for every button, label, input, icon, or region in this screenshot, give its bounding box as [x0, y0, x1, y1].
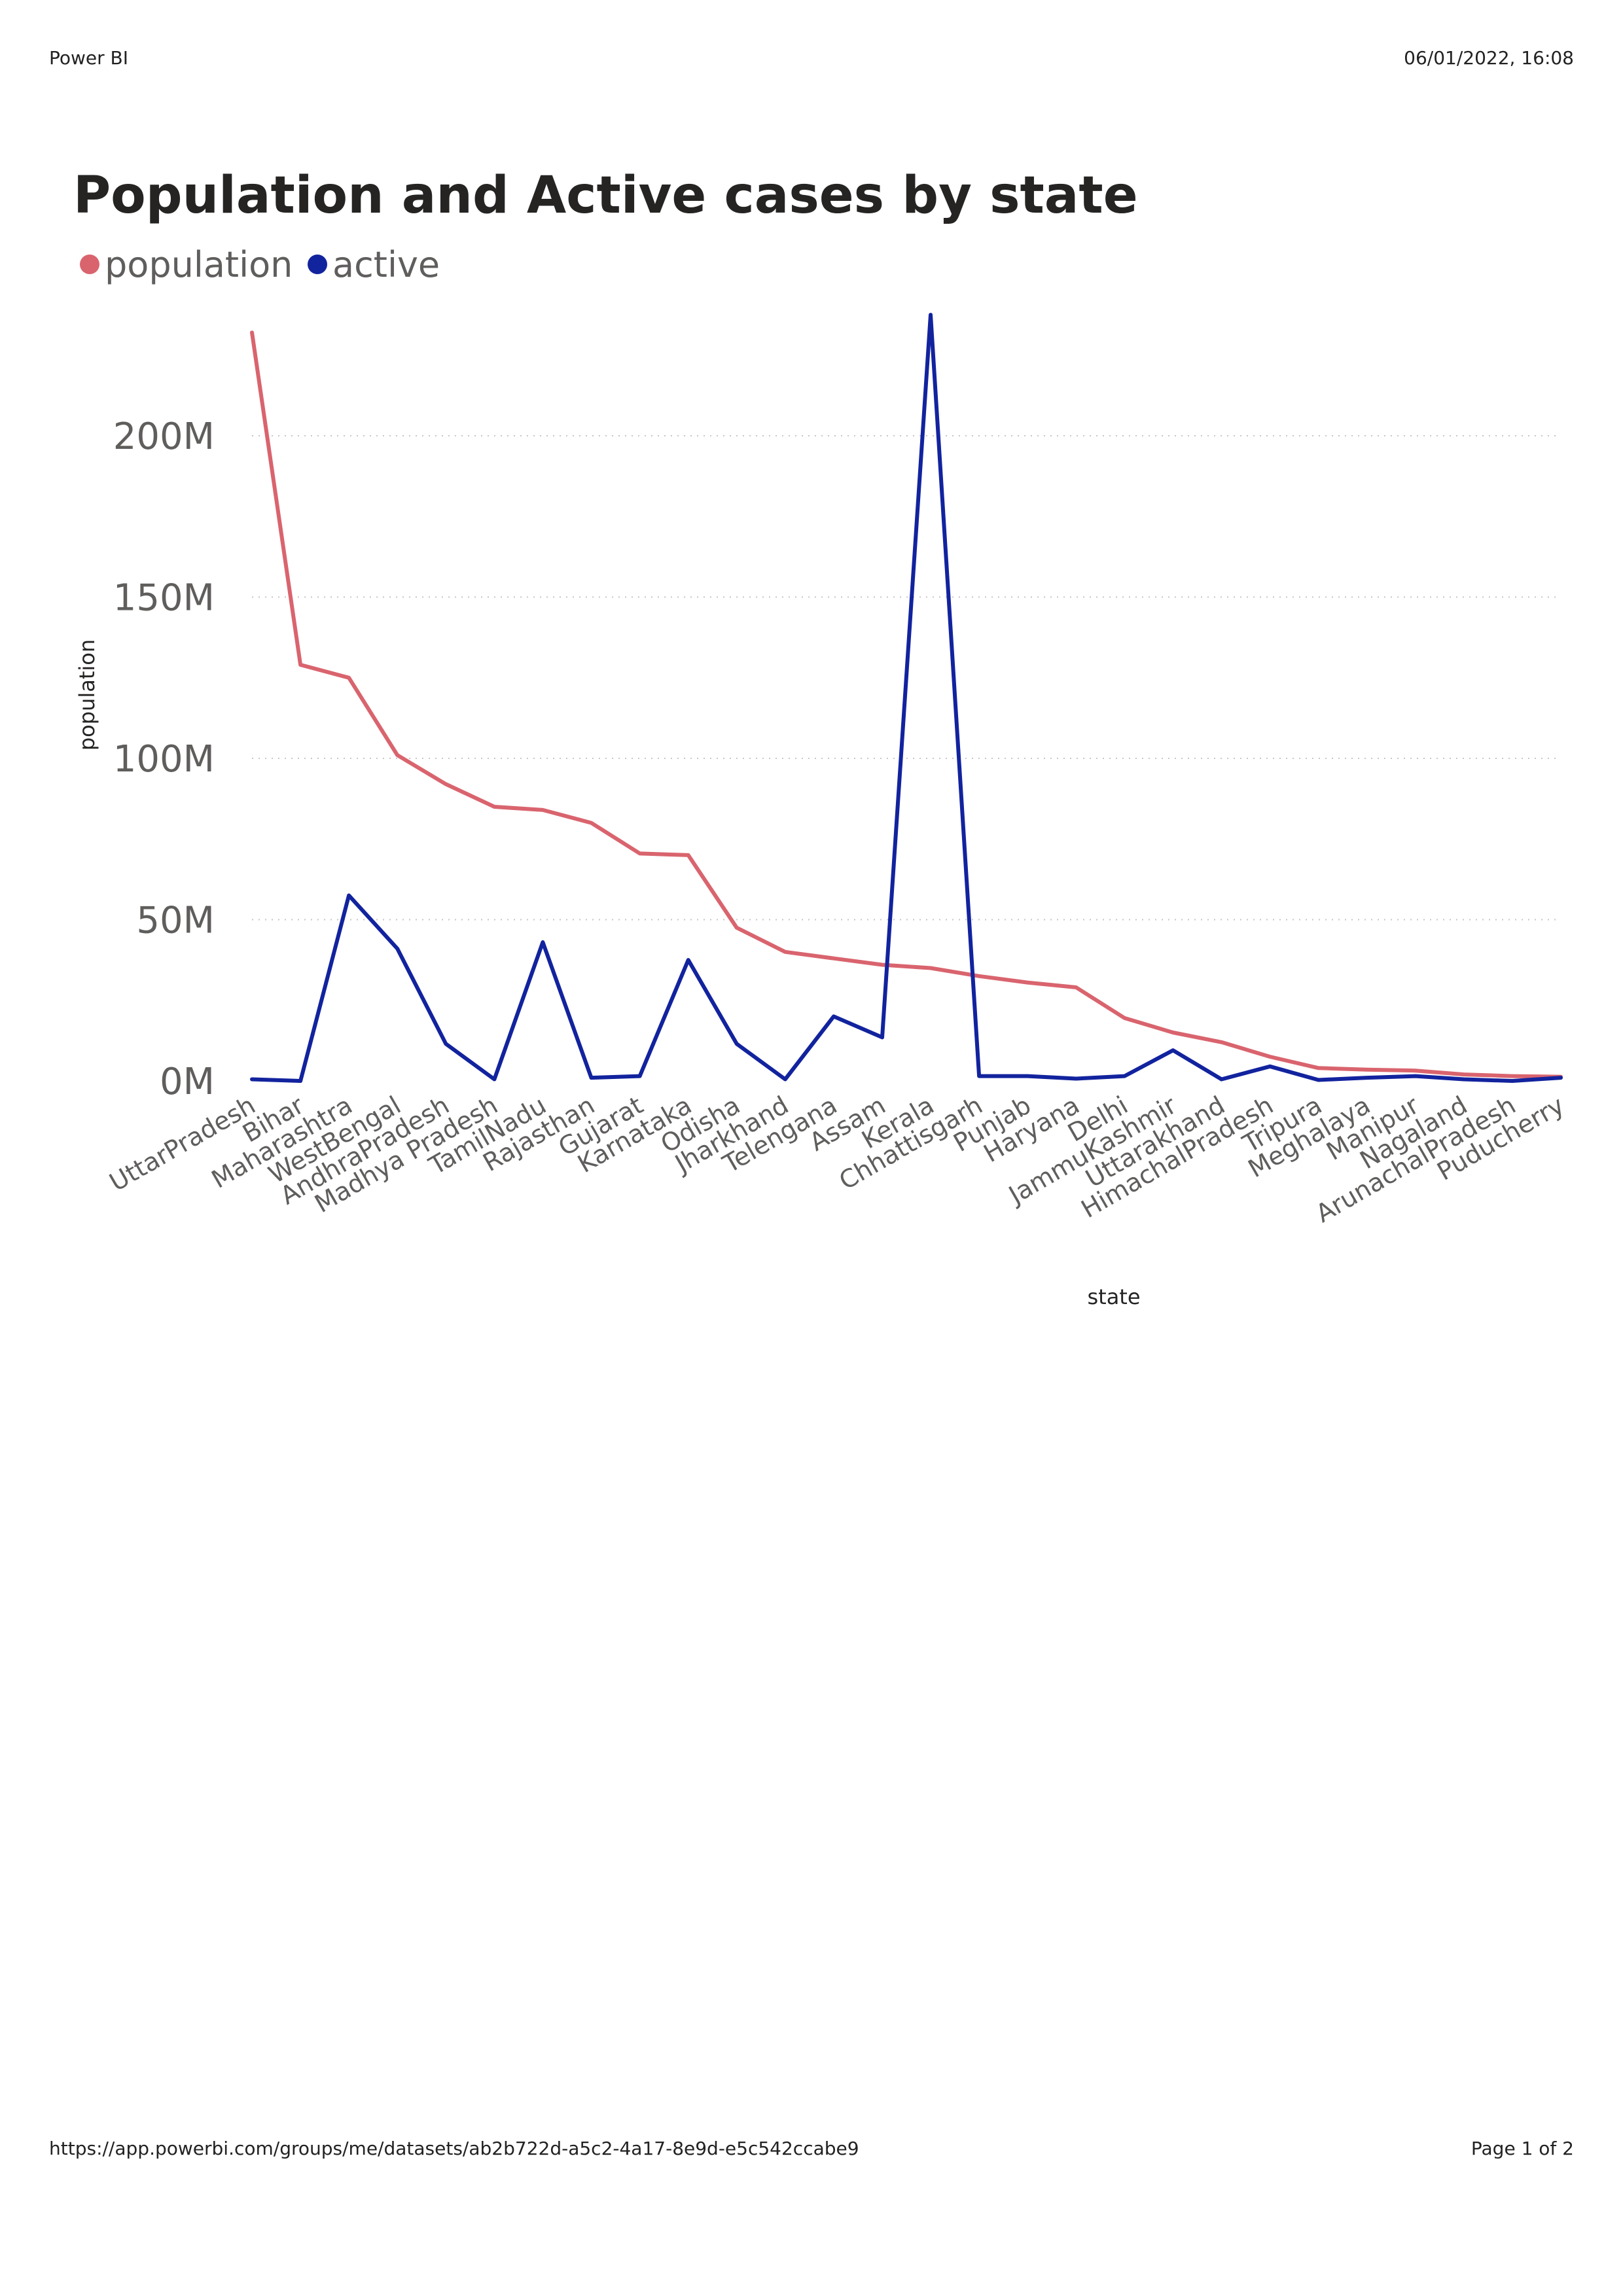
legend: population active [80, 244, 440, 285]
legend-label-population: population [105, 244, 293, 285]
y-tick-label: 150M [113, 577, 215, 620]
legend-marker-active [308, 255, 327, 274]
y-tick-label: 200M [113, 415, 215, 458]
x-axis-title: state [1087, 1284, 1140, 1309]
page-indicator: Page 1 of 2 [1471, 2138, 1574, 2159]
print-timestamp: 06/01/2022, 16:08 [1404, 47, 1574, 69]
y-axis-tick-labels: 0M 50M 100M 150M 200M [113, 415, 215, 1103]
y-tick-label: 0M [160, 1061, 215, 1103]
line-chart: Population and Active cases by state pop… [73, 166, 1569, 1309]
page-url[interactable]: https://app.powerbi.com/groups/me/datase… [49, 2138, 859, 2159]
legend-label-active: active [332, 244, 440, 285]
series-line-active [250, 313, 1563, 1083]
legend-marker-population [80, 255, 99, 274]
app-name: Power BI [49, 47, 129, 69]
chart-title: Population and Active cases by state [73, 166, 1138, 225]
y-axis-title: population [75, 639, 99, 751]
series-lines [250, 313, 1563, 1083]
y-tick-label: 100M [113, 738, 215, 781]
y-tick-label: 50M [136, 900, 215, 942]
x-axis-tick-labels: UttarPradeshBiharMaharashtraWestBengalAn… [105, 1091, 1569, 1229]
gridlines [252, 435, 1561, 921]
series-line-population [250, 330, 1563, 1079]
